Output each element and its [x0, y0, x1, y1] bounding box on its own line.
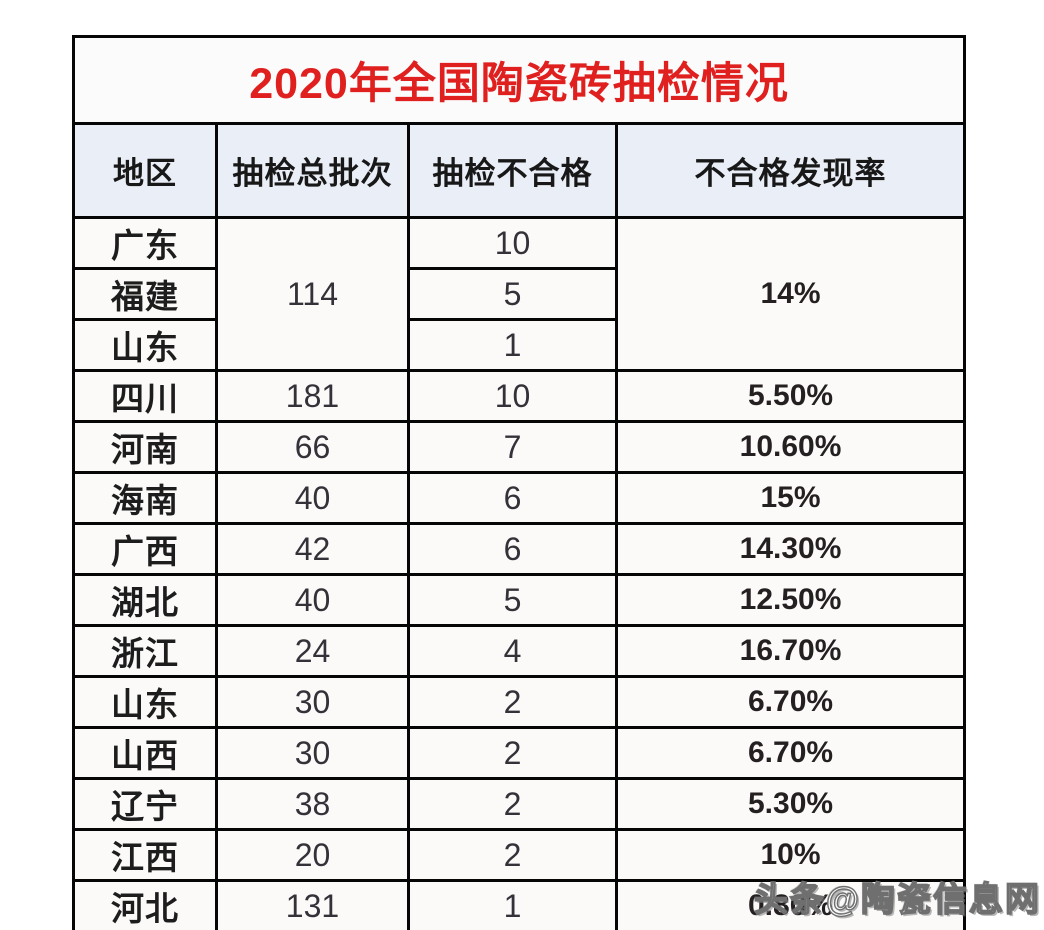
batches-cell: 40 [215, 471, 410, 525]
rate-cell: 5.30% [614, 777, 967, 831]
rate-cell: 10.60% [614, 420, 967, 474]
rate-cell: 12.50% [614, 573, 967, 627]
defects-cell: 5 [407, 573, 618, 627]
region-cell: 广西 [72, 522, 218, 576]
defects-cell: 6 [407, 471, 618, 525]
rate-cell: 10% [614, 828, 967, 882]
defects-cell: 1 [407, 318, 618, 372]
table-row: 浙江 24 4 16.70% [72, 624, 967, 678]
table-row: 山西 30 2 6.70% [72, 726, 967, 780]
defects-cell: 1 [407, 879, 618, 930]
batches-cell: 42 [215, 522, 410, 576]
defects-cell: 10 [407, 369, 618, 423]
defects-cell: 5 [407, 267, 618, 321]
defects-cell: 2 [407, 828, 618, 882]
rate-cell: 14.30% [614, 522, 967, 576]
region-cell: 山东 [72, 675, 218, 729]
column-header-region: 地区 [72, 122, 218, 219]
defects-cell: 7 [407, 420, 618, 474]
region-cell: 山东 [72, 318, 218, 372]
defects-cell: 4 [407, 624, 618, 678]
rate-cell: 5.50% [614, 369, 967, 423]
table-row: 江西 20 2 10% [72, 828, 967, 882]
watermark: 头条@陶瓷信息网 [753, 880, 1041, 919]
batches-cell: 181 [215, 369, 410, 423]
defects-cell: 6 [407, 522, 618, 576]
table-row: 福建 5 [72, 267, 965, 321]
batches-cell: 24 [215, 624, 410, 678]
batches-cell: 38 [215, 777, 410, 831]
region-cell: 江西 [72, 828, 218, 882]
region-cell: 浙江 [72, 624, 218, 678]
batches-cell: 20 [215, 828, 410, 882]
table-title: 2020年全国陶瓷砖抽检情况 [71, 35, 967, 125]
batches-cell: 40 [215, 573, 410, 627]
column-header-rate: 不合格发现率 [614, 122, 967, 219]
title-row: 2020年全国陶瓷砖抽检情况 [71, 35, 967, 125]
rate-cell: 6.70% [614, 675, 967, 729]
table-row: 辽宁 38 2 5.30% [72, 777, 967, 831]
table-row: 海南 40 6 15% [72, 471, 967, 525]
table-row: 广西 42 6 14.30% [72, 522, 967, 576]
column-header-total-batches: 抽检总批次 [215, 122, 410, 219]
region-cell: 福建 [72, 267, 218, 321]
table-row: 广东 114 10 14% [72, 216, 967, 372]
rate-cell: 15% [614, 471, 967, 525]
region-cell: 河南 [72, 420, 218, 474]
column-header-defects: 抽检不合格 [407, 122, 618, 219]
header-row: 地区 抽检总批次 抽检不合格 不合格发现率 [72, 122, 967, 219]
table-row: 湖北 40 5 12.50% [72, 573, 967, 627]
batches-cell-merged: 114 [215, 216, 410, 372]
region-cell: 河北 [72, 879, 218, 930]
rate-cell: 6.70% [614, 726, 967, 780]
batches-cell: 66 [215, 420, 410, 474]
batches-cell: 30 [215, 675, 410, 729]
defects-cell: 2 [407, 726, 618, 780]
region-cell: 山西 [72, 726, 218, 780]
table-row: 四川 181 10 5.50% [72, 369, 967, 423]
defects-cell: 2 [407, 675, 618, 729]
rate-cell: 0.80% [614, 879, 967, 930]
defects-cell: 2 [407, 777, 618, 831]
batches-cell: 131 [215, 879, 410, 930]
region-cell: 辽宁 [72, 777, 218, 831]
region-cell: 广东 [72, 216, 218, 270]
batches-cell: 30 [215, 726, 410, 780]
table-row: 河北 131 1 0.80% [72, 879, 967, 930]
table-row: 河南 66 7 10.60% [72, 420, 967, 474]
inspection-table: 2020年全国陶瓷砖抽检情况 地区 抽检总批次 抽检不合格 不合格发现率 广东 … [71, 35, 967, 930]
region-cell: 四川 [72, 369, 218, 423]
table-row: 山东 1 [72, 318, 965, 372]
rate-cell: 16.70% [614, 624, 967, 678]
rate-cell-merged: 14% [614, 216, 967, 372]
defects-cell: 10 [407, 216, 618, 270]
region-cell: 湖北 [72, 573, 218, 627]
region-cell: 海南 [72, 471, 218, 525]
table-row: 山东 30 2 6.70% [72, 675, 967, 729]
